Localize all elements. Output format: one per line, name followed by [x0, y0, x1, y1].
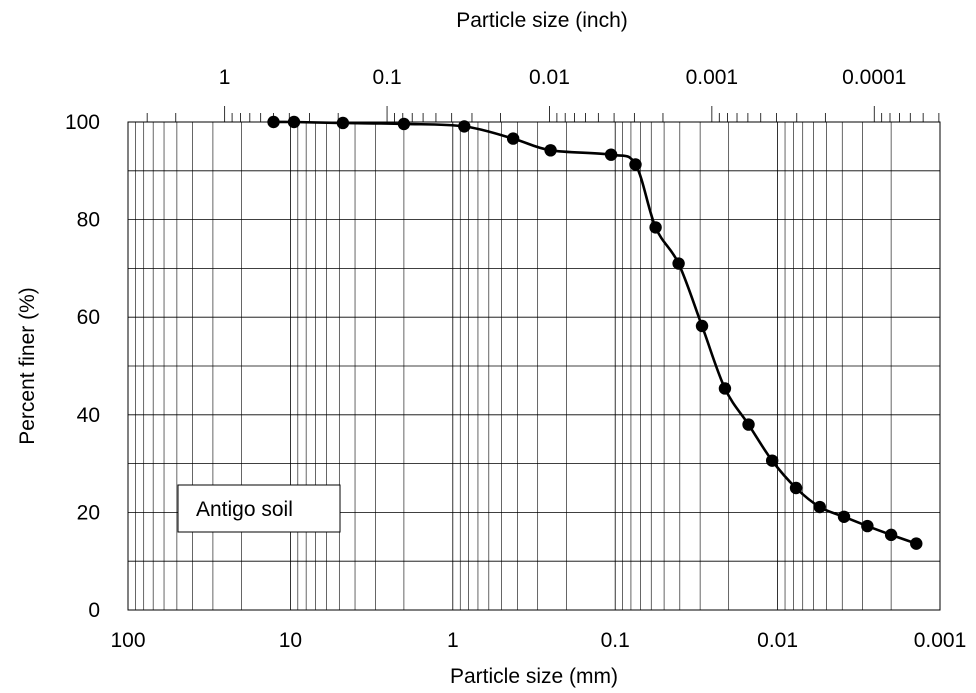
x-tick-label: 0.1 — [601, 629, 630, 652]
x-tick-label: 0.01 — [757, 629, 798, 652]
data-point — [789, 481, 803, 495]
plot-frame — [127, 121, 941, 611]
data-point — [765, 454, 779, 467]
data-point — [458, 120, 471, 133]
data-point — [884, 528, 898, 542]
y-tick-label: 0 — [88, 599, 100, 622]
y-tick-label: 60 — [77, 306, 100, 329]
data-point — [506, 132, 520, 145]
y-tick-label: 80 — [77, 209, 100, 232]
legend-label: Antigo soil — [196, 498, 293, 521]
data-point — [287, 115, 301, 129]
y-tick-label: 40 — [77, 404, 100, 427]
data-curve-group — [273, 120, 917, 545]
legend: Antigo soil — [177, 484, 341, 533]
data-point — [742, 418, 755, 431]
series-line — [273, 120, 917, 545]
y-tick-label: 100 — [65, 111, 100, 134]
data-point — [397, 117, 411, 131]
data-point — [649, 221, 662, 234]
data-point — [910, 537, 923, 550]
top-axis-ticks — [146, 106, 940, 122]
x-tick-label: 100 — [110, 629, 145, 652]
top-tick-label: 1 — [219, 66, 231, 89]
data-point — [336, 116, 350, 130]
data-point — [267, 115, 280, 129]
x-axis-title: Particle size (mm) — [450, 665, 618, 688]
x-tick-label: 10 — [279, 629, 302, 652]
x-tick-label: 0.001 — [914, 629, 967, 652]
top-axis-tick-labels: 1 0.1 0.01 0.001 0.0001 — [219, 66, 907, 89]
x-axis-tick-labels: 100 10 1 0.1 0.01 0.001 — [110, 629, 966, 652]
y-tick-label: 20 — [77, 501, 100, 524]
top-tick-label: 0.01 — [529, 66, 570, 89]
data-point — [672, 257, 685, 270]
top-tick-label: 0.0001 — [842, 66, 906, 89]
data-point — [544, 144, 557, 157]
y-axis-tick-labels: 0 20 40 60 80 100 — [65, 111, 100, 622]
data-point — [695, 319, 709, 333]
top-tick-label: 0.1 — [372, 66, 401, 89]
data-point — [861, 519, 874, 533]
top-tick-label: 0.001 — [686, 66, 739, 89]
grid-lines — [128, 121, 941, 611]
y-axis-title: Percent finer (%) — [16, 287, 39, 445]
data-point — [629, 158, 642, 171]
top-axis-title: Particle size (inch) — [456, 9, 628, 32]
data-points-group — [267, 115, 923, 550]
x-tick-label: 1 — [447, 629, 459, 652]
legend-box — [177, 484, 341, 533]
data-point — [718, 382, 732, 395]
data-point — [813, 500, 826, 514]
data-point — [837, 510, 851, 523]
data-point — [604, 148, 618, 161]
